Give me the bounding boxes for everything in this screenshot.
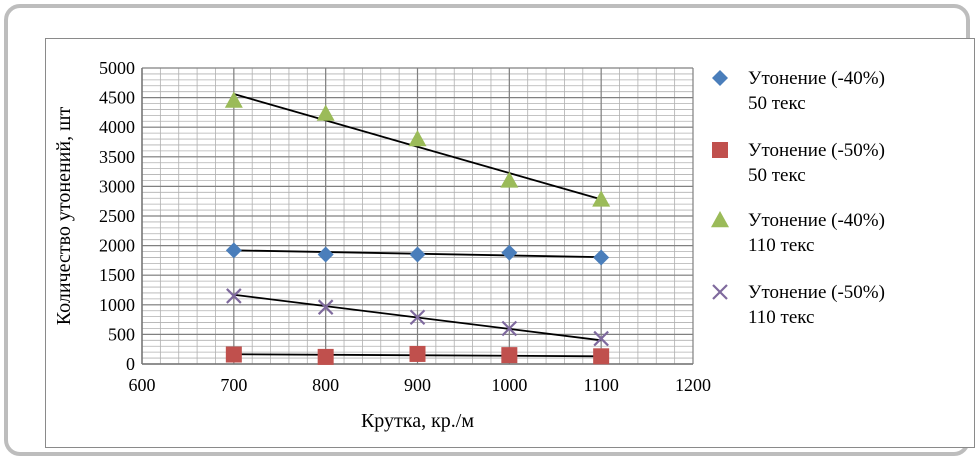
x-tick-label: 1200 — [675, 375, 711, 395]
legend-marker-4 — [712, 284, 728, 300]
marker-x-stroke — [409, 309, 426, 326]
legend-marker-3 — [711, 211, 729, 228]
data-point-series-1 — [225, 242, 242, 259]
data-point-series-3 — [316, 104, 335, 121]
x-tick-label: 600 — [129, 375, 156, 395]
marker-x-stroke — [593, 330, 609, 347]
data-point-series-3 — [500, 171, 519, 188]
data-point-series-3 — [592, 190, 611, 207]
y-tick-label: 2000 — [99, 236, 135, 256]
data-markers — [224, 91, 611, 365]
legend-marker-2 — [712, 142, 728, 158]
tick-labels: 600 700 800 900 1000 1100 1200 0 500 1000 1500 2000… — [99, 58, 711, 395]
legend: Утонение (-40%) 50 текс Утонение (-50%) 50 … — [711, 68, 885, 328]
marker-x-stroke — [317, 299, 334, 315]
trendline-series-3 — [233, 93, 602, 201]
legend-label-line2: 50 текс — [748, 165, 806, 186]
data-point-series-2 — [225, 346, 242, 363]
x-axis-title: Крутка, кр./м — [361, 410, 474, 432]
y-tick-label: 4000 — [99, 117, 135, 137]
legend-label: Утонение (-50%) — [748, 140, 885, 161]
data-point-series-3 — [408, 130, 427, 147]
chart-svg: 600 700 800 900 1000 1100 1200 0 500 1000 1500 2000… — [53, 58, 885, 432]
x-tick-label: 900 — [404, 375, 431, 395]
data-point-series-1 — [317, 246, 334, 263]
x-tick-label: 800 — [312, 375, 339, 395]
marker-x-stroke — [226, 288, 242, 304]
legend-marker-1 — [712, 70, 728, 86]
y-tick-label: 1500 — [99, 265, 135, 285]
x-tick-label: 1000 — [491, 375, 527, 395]
data-point-series-2 — [501, 347, 518, 364]
data-point-series-3 — [224, 91, 243, 108]
data-point-series-4 — [593, 330, 609, 347]
data-point-series-1 — [409, 246, 426, 263]
data-point-series-2 — [317, 348, 334, 365]
y-tick-label: 500 — [108, 324, 135, 344]
data-point-series-4 — [226, 288, 242, 304]
y-tick-label: 5000 — [99, 58, 135, 78]
y-axis-title: Количество утонений, шт — [53, 107, 75, 326]
y-tick-label: 3500 — [99, 147, 135, 167]
data-point-series-1 — [593, 249, 610, 266]
grid — [141, 67, 694, 365]
y-tick-label: 3000 — [99, 176, 135, 196]
y-tick-label: 0 — [126, 354, 135, 374]
legend-label-line2: 110 текс — [748, 307, 814, 328]
data-point-series-4 — [317, 299, 334, 315]
x-tick-label: 1100 — [583, 375, 618, 395]
chart-area — [45, 38, 975, 448]
legend-label: Утонение (-50%) — [748, 282, 885, 303]
y-tick-label: 1000 — [99, 295, 135, 315]
y-tick-label: 4500 — [99, 88, 135, 108]
legend-label: Утонение (-40%) — [748, 210, 885, 231]
data-point-series-4 — [501, 320, 518, 337]
data-point-series-2 — [593, 348, 610, 365]
legend-label-line2: 110 текс — [748, 235, 814, 256]
data-point-series-1 — [501, 244, 518, 261]
legend-label-line2: 50 текс — [748, 93, 806, 114]
legend-label: Утонение (-40%) — [748, 68, 885, 89]
marker-x-stroke — [501, 320, 518, 337]
marker-x-stroke — [712, 284, 728, 300]
data-point-series-2 — [409, 345, 426, 362]
y-tick-label: 2500 — [99, 206, 135, 226]
x-tick-label: 700 — [220, 375, 247, 395]
data-point-series-4 — [409, 309, 426, 326]
